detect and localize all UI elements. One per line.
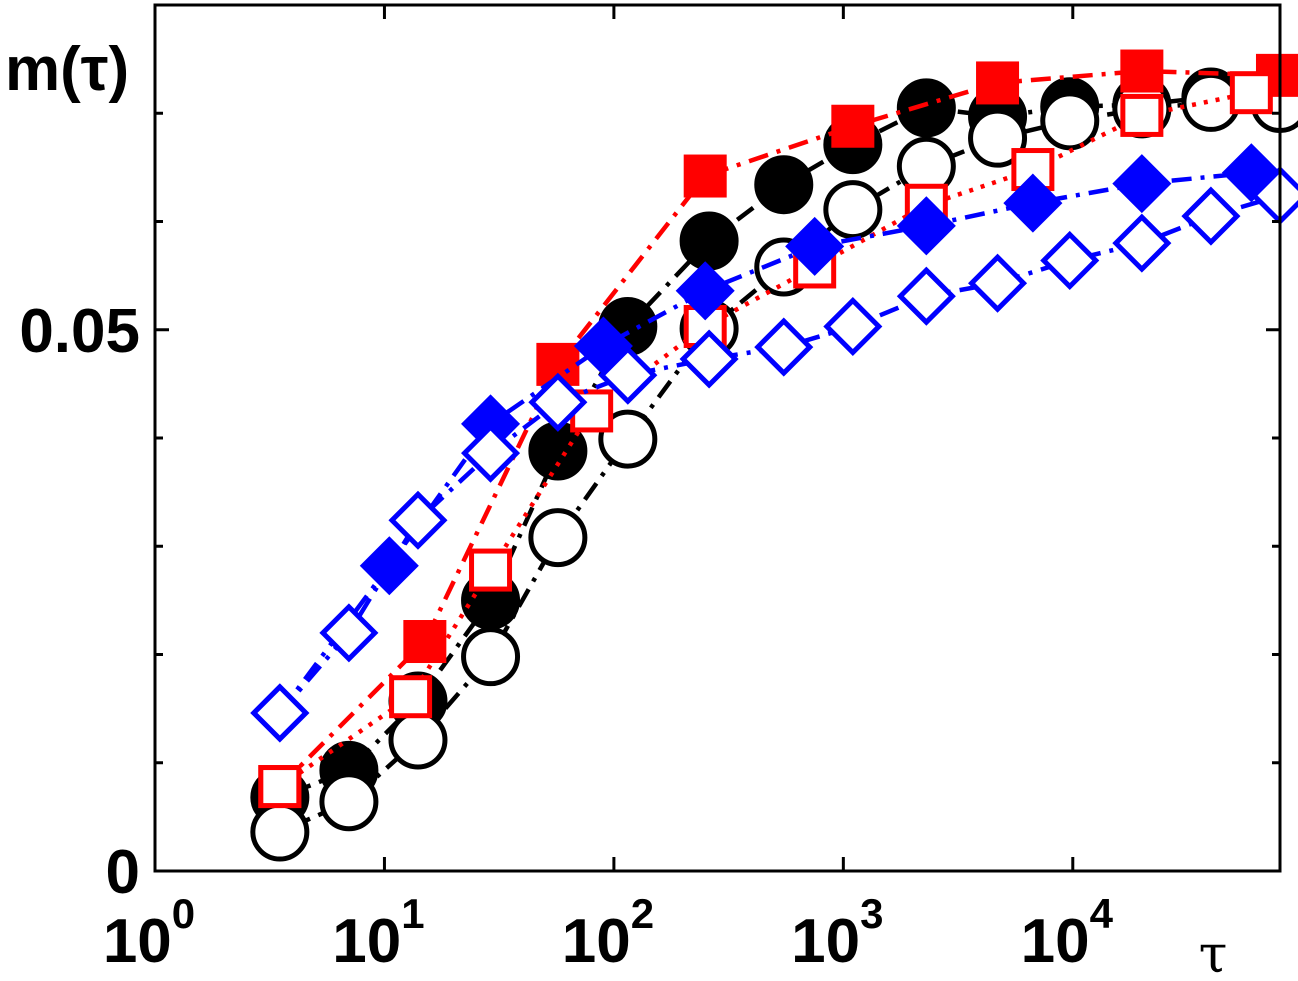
point-5-12 xyxy=(1112,213,1172,273)
point-1-8 xyxy=(823,180,883,240)
point-2-6 xyxy=(1120,49,1164,93)
x-tick-label-2: 102 xyxy=(562,890,654,976)
point-5-13 xyxy=(1181,186,1241,246)
series-5 xyxy=(250,165,1298,743)
point-3-0 xyxy=(258,765,302,809)
point-4-4 xyxy=(675,261,735,321)
point-5-5 xyxy=(598,345,658,405)
point-5-9 xyxy=(896,266,956,326)
point-5-3 xyxy=(461,423,521,483)
x-tick-label-exp: 2 xyxy=(631,890,654,937)
x-tick-label-exp: 3 xyxy=(860,890,883,937)
y-axis-label: m(τ) xyxy=(5,35,129,104)
point-5-8 xyxy=(823,296,883,357)
point-5-11 xyxy=(1040,230,1100,291)
point-2-3 xyxy=(683,154,727,198)
x-tick-label-0: 100 xyxy=(103,890,195,976)
point-1-1 xyxy=(319,772,379,832)
point-4-5 xyxy=(785,216,845,276)
point-5-6 xyxy=(679,329,739,389)
point-1-13 xyxy=(1181,72,1241,132)
x-tick-label-base: 10 xyxy=(103,907,172,976)
point-2-4 xyxy=(831,104,875,148)
point-1-2 xyxy=(388,710,448,770)
point-5-2 xyxy=(388,490,448,550)
point-1-10 xyxy=(968,108,1028,168)
point-3-8 xyxy=(1120,93,1164,137)
point-1-5 xyxy=(598,409,658,469)
point-1-11 xyxy=(1040,91,1100,151)
x-tick-label-base: 10 xyxy=(562,907,631,976)
x-tick-label-base: 10 xyxy=(1021,907,1090,976)
point-2-5 xyxy=(976,61,1020,105)
x-tick-label-exp: 0 xyxy=(172,890,195,937)
point-1-4 xyxy=(528,508,588,568)
point-3-1 xyxy=(389,675,433,719)
series-line-5 xyxy=(278,193,1281,715)
point-5-10 xyxy=(968,253,1028,313)
x-tick-label-base: 10 xyxy=(791,907,860,976)
point-5-1 xyxy=(319,603,379,663)
point-4-8 xyxy=(1112,154,1172,214)
x-tick-label-3: 103 xyxy=(791,890,883,976)
point-5-7 xyxy=(754,317,814,377)
series-line-4 xyxy=(277,170,1252,715)
point-1-0 xyxy=(250,802,310,862)
y-tick-label-0: 0 xyxy=(106,838,140,907)
point-4-6 xyxy=(896,196,956,256)
point-2-1 xyxy=(403,620,447,664)
point-4-7 xyxy=(1003,173,1063,233)
x-tick-label-4: 104 xyxy=(1021,890,1114,976)
point-5-4 xyxy=(528,372,588,432)
x-tick-label-exp: 4 xyxy=(1090,890,1114,937)
y-axis-label-text: m(τ) xyxy=(5,35,129,104)
y-tick-label-1: 0.05 xyxy=(19,297,140,366)
x-tick-label-exp: 1 xyxy=(401,890,424,937)
point-0-6 xyxy=(679,211,739,271)
x-axis-label: τ xyxy=(1199,925,1228,981)
series-layer xyxy=(250,49,1298,862)
point-1-3 xyxy=(461,627,521,687)
point-3-9 xyxy=(1229,71,1273,115)
point-0-7 xyxy=(754,155,814,215)
plot-frame xyxy=(153,3,1282,873)
x-tick-label-1: 101 xyxy=(332,890,424,976)
point-0-9 xyxy=(896,78,956,138)
point-3-2 xyxy=(469,548,513,592)
point-5-0 xyxy=(250,683,310,743)
x-tick-label-base: 10 xyxy=(332,907,401,976)
series-line-2 xyxy=(278,68,1278,789)
